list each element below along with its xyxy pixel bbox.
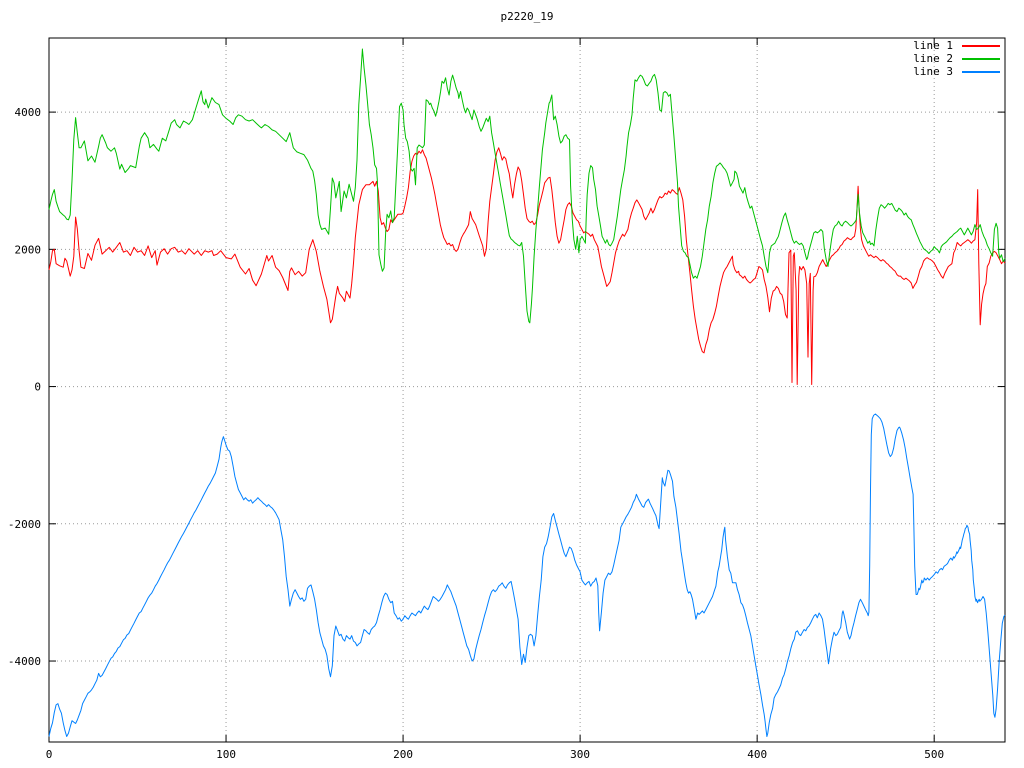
series-line-3 [48, 413, 1006, 737]
x-tick-label-0: 0 [46, 748, 53, 761]
series-line-2 [48, 48, 1006, 324]
y-tick-label--4000: -4000 [8, 655, 41, 668]
legend-label: line 1 [913, 39, 953, 52]
legend-item-line-3: line 3 [913, 65, 1000, 78]
chart-title: p2220_19 [500, 10, 554, 23]
legend-label: line 2 [913, 52, 953, 65]
y-tick-label--2000: -2000 [8, 518, 41, 531]
x-tick-label-200: 200 [393, 748, 413, 761]
legend-item-line-1: line 1 [913, 39, 1000, 52]
x-tick-label-300: 300 [570, 748, 590, 761]
legend-line-sample-icon [962, 57, 1000, 60]
y-tick-label-4000: 4000 [15, 106, 42, 119]
x-tick-label-100: 100 [216, 748, 236, 761]
y-tick-label-2000: 2000 [15, 243, 42, 256]
legend-line-sample-icon [962, 44, 1000, 47]
x-tick-label-500: 500 [924, 748, 944, 761]
x-tick-label-400: 400 [747, 748, 767, 761]
y-tick-label-0: 0 [34, 381, 41, 394]
plot-border [48, 37, 1006, 743]
legend-label: line 3 [913, 65, 953, 78]
legend-item-line-2: line 2 [913, 52, 1000, 65]
legend-line-sample-icon [962, 70, 1000, 73]
series-line-1 [48, 147, 1006, 385]
legend: line 1 line 2 line 3 [913, 39, 1000, 78]
